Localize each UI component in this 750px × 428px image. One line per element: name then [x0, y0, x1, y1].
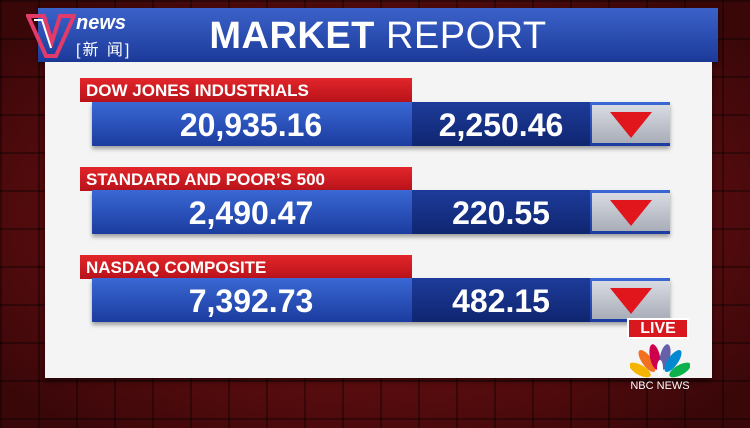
row-label: DOW JONES INDUSTRIALS	[80, 78, 412, 102]
row-label: NASDAQ COMPOSITE	[80, 255, 412, 279]
title: MARKET REPORT	[38, 8, 718, 62]
row-change: 220.55	[412, 190, 590, 234]
logo-mark	[26, 14, 76, 58]
row-value: 7,392.73	[188, 283, 314, 319]
title-bold: MARKET	[209, 15, 375, 57]
logo-chinese-text: 新 闻	[82, 42, 125, 59]
network-name: NBC NEWS	[630, 380, 690, 392]
arrow-box	[592, 193, 670, 231]
row-bar: 7,392.73 482.15	[92, 278, 670, 322]
row-value: 20,935.16	[179, 107, 323, 143]
down-arrow	[610, 288, 652, 314]
row-bar: 2,490.47 220.55	[92, 190, 670, 234]
title-light: REPORT	[385, 15, 547, 57]
live-badge: LIVE	[627, 318, 689, 339]
down-arrow	[610, 112, 652, 138]
logo-brand: news	[76, 12, 127, 34]
row-change: 482.15	[412, 278, 590, 322]
row-bar: 20,935.16 2,250.46	[92, 102, 670, 146]
row-value: 2,490.47	[188, 195, 314, 231]
header-bar: MARKET REPORT	[38, 8, 718, 62]
row-label: STANDARD AND POOR’S 500	[80, 167, 412, 191]
arrow-box	[592, 105, 670, 143]
down-arrow	[610, 200, 652, 226]
row-change: 2,250.46	[412, 102, 590, 146]
peacock-logo	[630, 344, 690, 378]
logo-chinese: [新 闻]	[76, 42, 132, 59]
arrow-box	[592, 281, 670, 319]
